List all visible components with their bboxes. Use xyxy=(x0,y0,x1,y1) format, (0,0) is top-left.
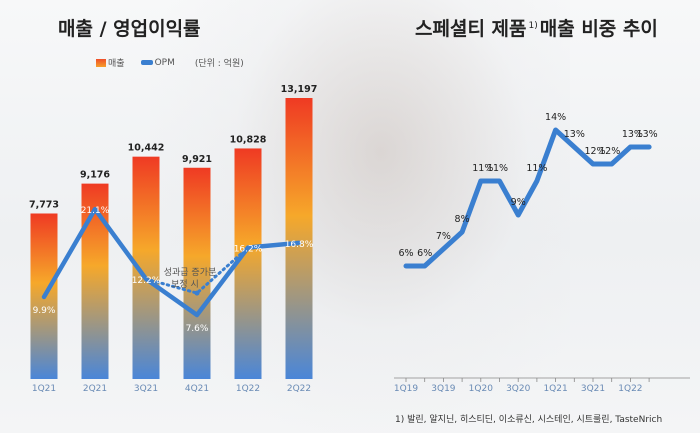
x-tick-label: 1Q19 xyxy=(394,384,419,394)
x-tick-label: 2Q22 xyxy=(287,384,311,394)
revenue-bar xyxy=(285,98,313,379)
right-title-main: 스페셜티 제품 xyxy=(415,18,527,40)
opm-value-label: 16.8% xyxy=(285,240,314,250)
x-tick-label: 3Q21 xyxy=(581,384,605,394)
x-tick-label: 1Q22 xyxy=(618,384,642,394)
adjusted-opm-point xyxy=(194,290,200,296)
share-value-label: 12% xyxy=(599,146,620,157)
share-value-label: 7% xyxy=(436,231,451,242)
opm-value-label: 7.6% xyxy=(186,324,209,334)
x-tick-label: 3Q21 xyxy=(134,384,158,394)
share-value-label: 9% xyxy=(511,197,526,208)
opm-line xyxy=(41,206,302,318)
revenue-value-label: 13,197 xyxy=(281,84,318,95)
share-value-label: 13% xyxy=(564,129,585,140)
opm-value-label: 12.2% xyxy=(132,276,161,286)
x-tick-label: 4Q21 xyxy=(185,384,209,394)
left-chart-legend: 매출 OPM (단위 : 억원) xyxy=(96,56,244,69)
share-value-label: 11% xyxy=(472,163,493,174)
x-tick-label: 3Q19 xyxy=(431,384,456,394)
x-tick-label: 1Q21 xyxy=(543,384,567,394)
specialty-share-line xyxy=(403,127,652,269)
background-photo xyxy=(150,0,570,433)
adjusted-opm-line xyxy=(144,246,250,295)
share-value-label: 13% xyxy=(622,129,643,140)
share-value-label: 13% xyxy=(637,129,658,140)
legend-line-label: OPM xyxy=(154,57,175,68)
right-chart-footnote: 1) 발린, 알지닌, 히스티딘, 이소류신, 시스테인, 시트룰린, Tast… xyxy=(395,415,663,425)
x-tick-label: 1Q21 xyxy=(32,384,56,394)
share-value-label: 14% xyxy=(545,112,566,123)
share-value-label: 6% xyxy=(398,248,413,259)
revenue-bar xyxy=(81,183,109,379)
revenue-bar xyxy=(234,148,262,379)
legend-bar-swatch xyxy=(96,58,106,67)
right-chart-title: 스페셜티 제품 1) 매출 비중 추이 xyxy=(415,14,658,41)
annotation-line-2: 보정 시 xyxy=(171,279,199,290)
x-tick-label: 1Q20 xyxy=(469,384,494,394)
right-title-footnote-mark: 1) xyxy=(528,20,538,31)
x-tick-label: 3Q20 xyxy=(506,384,531,394)
left-chart-title: 매출 / 영업이익률 xyxy=(58,18,201,40)
revenue-value-label: 9,176 xyxy=(80,170,110,181)
legend-line-swatch xyxy=(140,60,153,65)
opm-value-label: 21.1% xyxy=(81,206,110,216)
right-title-tail: 매출 비중 추이 xyxy=(539,18,658,40)
revenue-value-label: 10,442 xyxy=(128,143,165,154)
revenue-value-label: 9,921 xyxy=(182,154,212,165)
share-value-label: 6% xyxy=(417,248,432,259)
annotation-line-1: 성과급 증가분 xyxy=(164,267,217,278)
share-value-label: 11% xyxy=(487,163,508,174)
share-value-label: 11% xyxy=(526,163,547,174)
share-value-label: 8% xyxy=(455,214,470,225)
revenue-value-label: 7,773 xyxy=(29,199,59,210)
x-tick-label: 2Q21 xyxy=(83,384,107,394)
legend-bar-label: 매출 xyxy=(108,59,125,69)
unit-label: (단위 : 억원) xyxy=(194,59,244,69)
share-value-label: 12% xyxy=(584,146,605,157)
opm-value-label: 9.9% xyxy=(33,306,56,316)
opm-value-label: 16.2% xyxy=(234,245,263,255)
x-tick-label: 1Q22 xyxy=(236,384,260,394)
revenue-bar xyxy=(183,167,211,379)
revenue-value-label: 10,828 xyxy=(230,134,267,145)
